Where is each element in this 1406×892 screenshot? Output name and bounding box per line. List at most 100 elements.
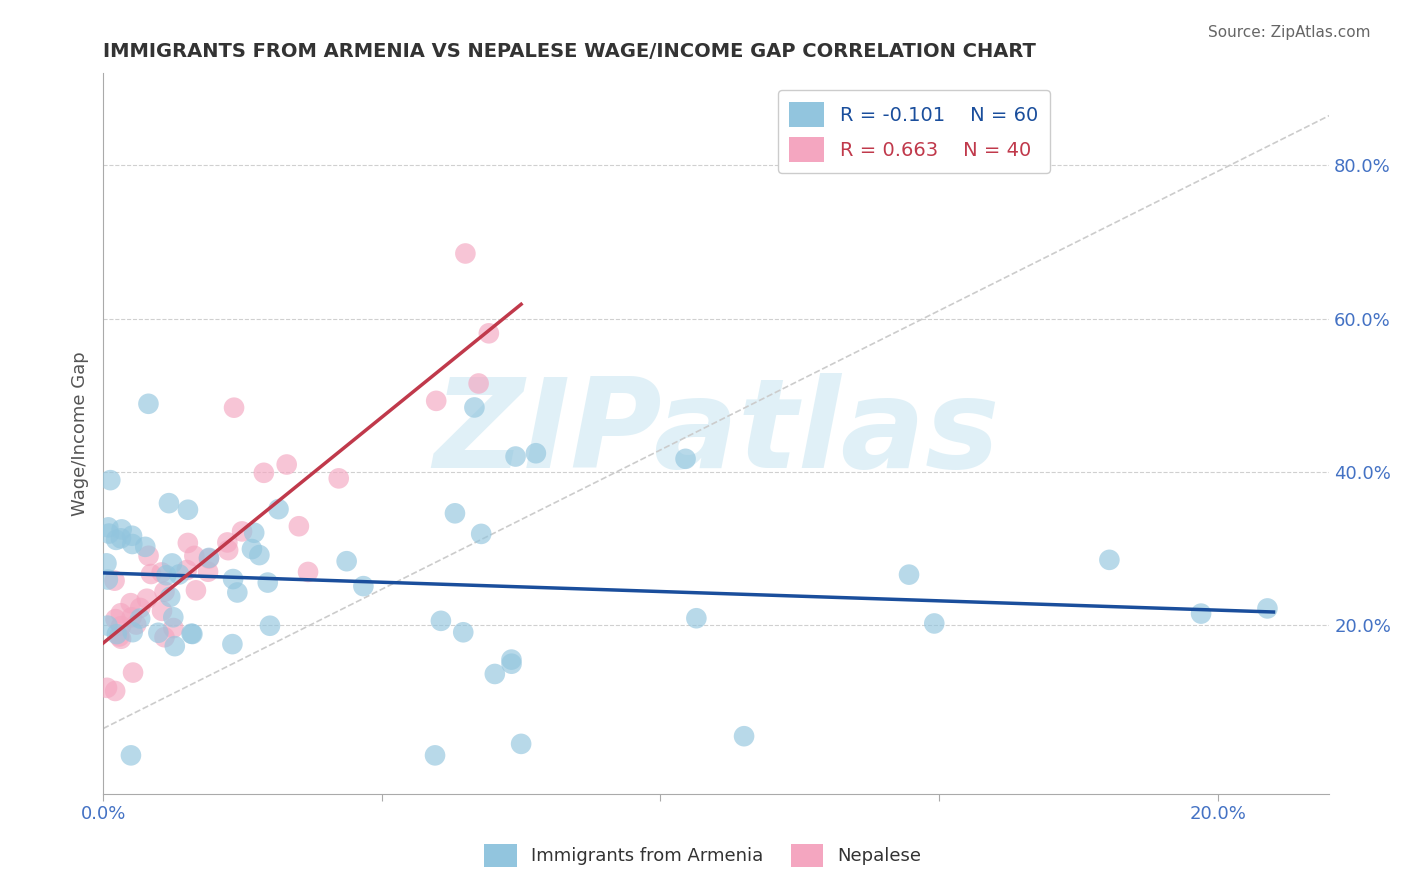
Nepalese — [478, 326, 501, 341]
Text: IMMIGRANTS FROM ARMENIA VS NEPALESE WAGE/INCOME GAP CORRELATION CHART: IMMIGRANTS FROM ARMENIA VS NEPALESE WAGE… — [103, 42, 1036, 61]
Immigrants from Armenia — [96, 618, 118, 632]
Immigrants from Armenia — [167, 567, 190, 582]
Immigrants from Armenia — [180, 626, 202, 640]
Immigrants from Armenia — [160, 557, 183, 571]
Immigrants from Armenia — [198, 550, 221, 565]
Immigrants from Armenia — [105, 533, 128, 547]
Nepalese — [198, 551, 221, 566]
Immigrants from Armenia — [484, 667, 506, 681]
Immigrants from Armenia — [98, 526, 121, 541]
Immigrants from Armenia — [256, 575, 278, 590]
Nepalese — [454, 246, 477, 260]
Nepalese — [110, 619, 132, 633]
Immigrants from Armenia — [240, 542, 263, 557]
Nepalese — [135, 591, 157, 606]
Nepalese — [253, 466, 276, 480]
Nepalese — [217, 543, 239, 558]
Immigrants from Armenia — [1189, 607, 1212, 621]
Nepalese — [217, 535, 239, 549]
Nepalese — [153, 630, 176, 644]
Immigrants from Armenia — [111, 523, 134, 537]
Nepalese — [153, 584, 176, 599]
Immigrants from Armenia — [451, 625, 474, 640]
Nepalese — [139, 567, 162, 582]
Immigrants from Armenia — [352, 579, 374, 593]
Text: ZIPatlas: ZIPatlas — [433, 373, 1000, 494]
Immigrants from Armenia — [129, 611, 152, 625]
Nepalese — [103, 574, 125, 588]
Nepalese — [425, 393, 447, 408]
Immigrants from Armenia — [685, 611, 707, 625]
Legend: R = -0.101    N = 60, R = 0.663    N = 40: R = -0.101 N = 60, R = 0.663 N = 40 — [778, 90, 1050, 173]
Immigrants from Armenia — [267, 502, 290, 516]
Nepalese — [110, 632, 132, 646]
Immigrants from Armenia — [733, 729, 755, 743]
Immigrants from Armenia — [1256, 601, 1278, 615]
Immigrants from Armenia — [922, 616, 945, 631]
Immigrants from Armenia — [221, 637, 243, 651]
Nepalese — [150, 566, 173, 580]
Nepalese — [138, 549, 160, 563]
Nepalese — [150, 604, 173, 618]
Immigrants from Armenia — [121, 529, 143, 543]
Nepalese — [108, 630, 131, 644]
Immigrants from Armenia — [247, 548, 270, 562]
Immigrants from Armenia — [97, 520, 120, 534]
Immigrants from Armenia — [155, 568, 177, 582]
Nepalese — [231, 524, 253, 539]
Nepalese — [129, 601, 152, 615]
Legend: Immigrants from Armenia, Nepalese: Immigrants from Armenia, Nepalese — [477, 837, 929, 874]
Nepalese — [197, 565, 219, 579]
Immigrants from Armenia — [134, 540, 156, 554]
Immigrants from Armenia — [259, 619, 281, 633]
Nepalese — [297, 565, 319, 579]
Immigrants from Armenia — [177, 502, 200, 516]
Immigrants from Armenia — [105, 627, 128, 641]
Nepalese — [176, 563, 198, 577]
Immigrants from Armenia — [501, 657, 523, 671]
Immigrants from Armenia — [505, 450, 527, 464]
Nepalese — [328, 471, 350, 485]
Nepalese — [121, 610, 143, 624]
Nepalese — [125, 617, 148, 632]
Nepalese — [104, 684, 127, 698]
Immigrants from Armenia — [110, 531, 132, 545]
Immigrants from Armenia — [898, 567, 921, 582]
Immigrants from Armenia — [96, 557, 118, 571]
Immigrants from Armenia — [222, 572, 245, 586]
Immigrants from Armenia — [1098, 553, 1121, 567]
Nepalese — [467, 376, 489, 391]
Nepalese — [184, 583, 207, 598]
Immigrants from Armenia — [501, 652, 523, 666]
Nepalese — [110, 607, 132, 621]
Immigrants from Armenia — [138, 397, 160, 411]
Immigrants from Armenia — [162, 610, 184, 624]
Immigrants from Armenia — [159, 590, 181, 604]
Immigrants from Armenia — [121, 537, 143, 551]
Immigrants from Armenia — [336, 554, 359, 568]
Immigrants from Armenia — [181, 627, 204, 641]
Nepalese — [222, 401, 245, 415]
Immigrants from Armenia — [148, 625, 170, 640]
Immigrants from Armenia — [524, 446, 547, 460]
Immigrants from Armenia — [120, 748, 142, 763]
Immigrants from Armenia — [463, 401, 485, 415]
Immigrants from Armenia — [470, 527, 492, 541]
Immigrants from Armenia — [157, 496, 180, 510]
Immigrants from Armenia — [675, 451, 697, 466]
Text: Source: ZipAtlas.com: Source: ZipAtlas.com — [1208, 25, 1371, 40]
Immigrants from Armenia — [423, 748, 446, 763]
Nepalese — [183, 549, 205, 563]
Immigrants from Armenia — [121, 625, 143, 640]
Nepalese — [96, 681, 118, 695]
Immigrants from Armenia — [243, 525, 266, 540]
Nepalese — [120, 596, 142, 610]
Immigrants from Armenia — [430, 614, 453, 628]
Immigrants from Armenia — [163, 639, 186, 653]
Nepalese — [177, 536, 200, 550]
Nepalese — [104, 612, 127, 626]
Nepalese — [276, 458, 298, 472]
Immigrants from Armenia — [510, 737, 533, 751]
Immigrants from Armenia — [97, 573, 120, 587]
Nepalese — [162, 621, 184, 635]
